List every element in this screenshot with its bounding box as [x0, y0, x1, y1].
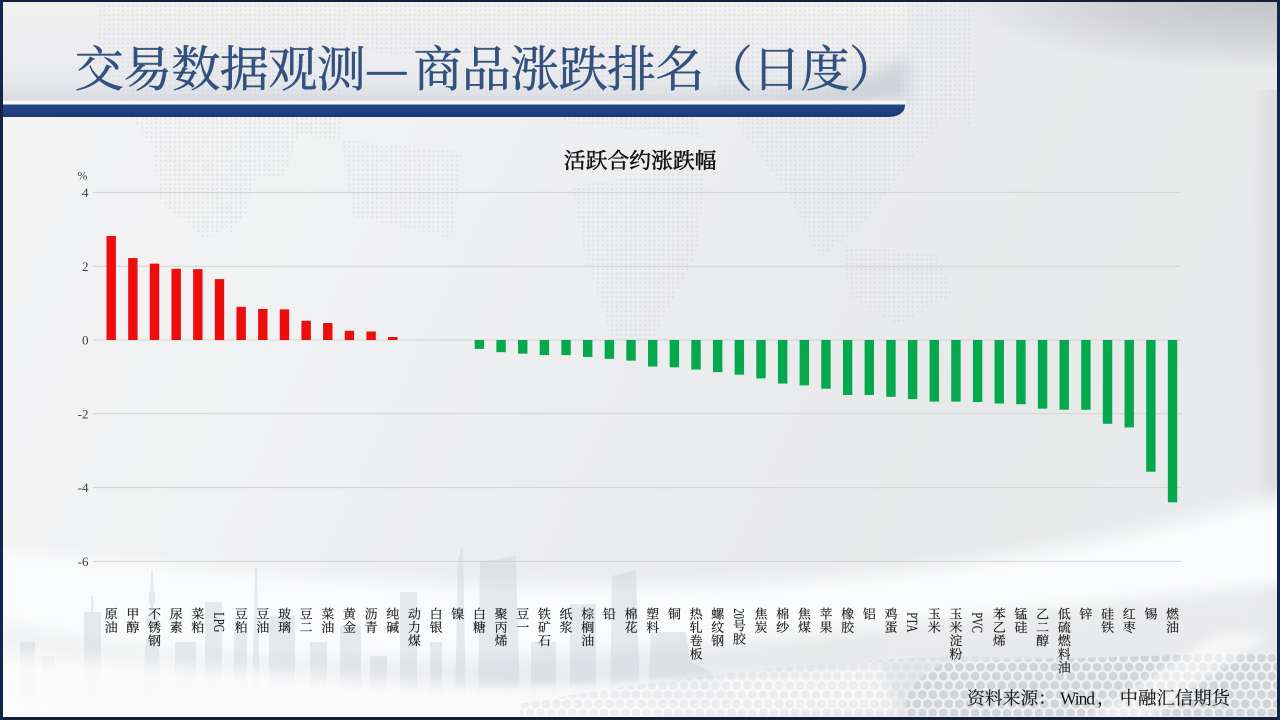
svg-text:0: 0	[82, 333, 89, 348]
svg-text:2: 2	[82, 259, 89, 274]
svg-text:%: %	[78, 169, 88, 183]
svg-text:-2: -2	[78, 406, 89, 421]
svg-text:4: 4	[82, 185, 89, 200]
svg-text:-6: -6	[78, 554, 89, 569]
svg-text:Wind: Wind	[1060, 688, 1095, 708]
svg-text:-4: -4	[78, 480, 89, 495]
